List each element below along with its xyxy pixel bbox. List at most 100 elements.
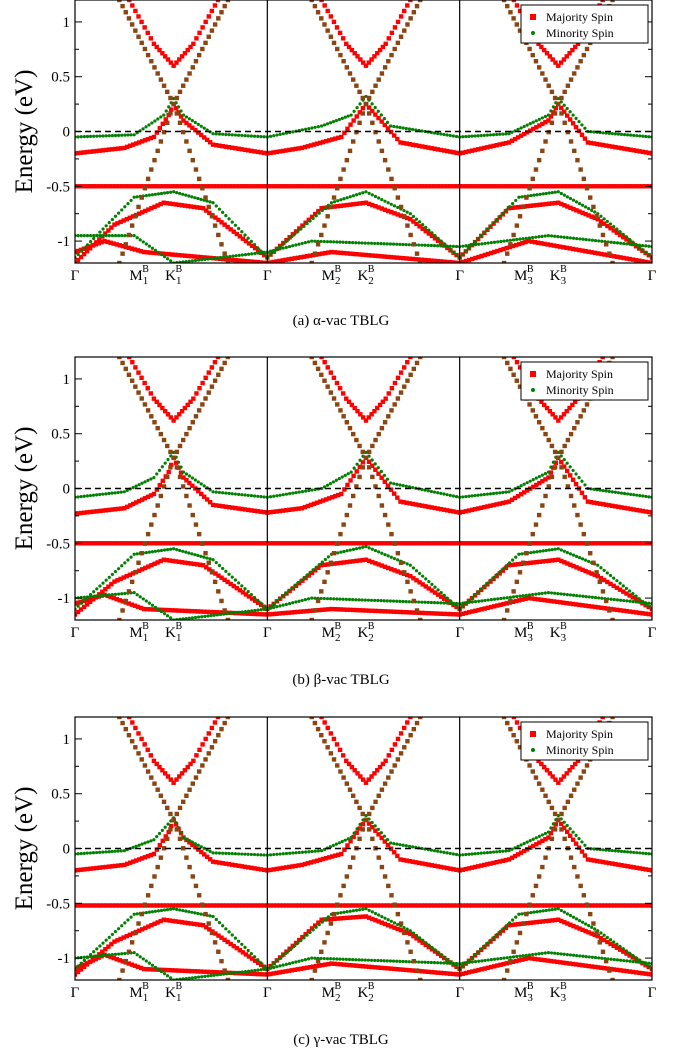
band-point xyxy=(136,731,141,736)
band-point xyxy=(454,253,459,257)
band-point xyxy=(217,541,223,546)
band-point xyxy=(242,507,248,512)
band-point xyxy=(360,106,366,111)
band-point xyxy=(107,575,111,579)
band-point xyxy=(308,860,314,865)
band-point xyxy=(586,249,591,254)
band-point xyxy=(193,59,199,64)
band-point xyxy=(559,465,564,470)
band-point xyxy=(126,16,132,21)
band-point xyxy=(288,492,292,496)
band-point xyxy=(129,22,135,27)
band-point xyxy=(360,608,365,613)
band-point xyxy=(200,615,204,619)
band-point xyxy=(148,135,154,141)
band-point xyxy=(523,903,529,908)
band-point xyxy=(641,494,645,498)
band-point xyxy=(84,961,90,966)
band-point xyxy=(155,148,160,154)
band-point xyxy=(461,135,465,139)
band-point xyxy=(637,960,642,964)
band-point xyxy=(370,443,375,449)
band-point xyxy=(191,396,196,401)
band-point xyxy=(180,541,185,546)
band-point xyxy=(405,22,410,27)
band-point xyxy=(246,236,250,240)
band-point xyxy=(160,51,165,56)
band-point xyxy=(118,219,123,225)
band-point xyxy=(404,610,409,615)
band-point xyxy=(612,576,616,580)
band-point xyxy=(417,960,421,964)
band-point xyxy=(309,977,314,980)
band-point xyxy=(616,491,621,495)
band-point xyxy=(510,488,514,492)
band-point xyxy=(357,598,361,602)
band-point xyxy=(167,541,172,546)
band-point xyxy=(505,239,509,243)
band-point xyxy=(187,616,191,620)
band-point xyxy=(268,867,273,873)
band-point xyxy=(410,968,415,973)
band-point xyxy=(113,541,119,546)
band-point xyxy=(488,144,493,149)
band-point xyxy=(551,959,557,964)
band-point xyxy=(271,903,276,908)
band-point xyxy=(542,541,547,546)
band-point xyxy=(553,822,559,827)
band-point xyxy=(503,857,509,863)
band-point xyxy=(130,214,136,219)
band-point xyxy=(167,105,171,109)
band-point xyxy=(517,903,522,908)
band-point xyxy=(429,969,434,975)
band-point xyxy=(249,541,254,546)
band-point xyxy=(157,843,163,848)
band-point xyxy=(407,610,412,615)
band-point xyxy=(187,480,192,486)
x-tick-label: M1B xyxy=(129,264,149,287)
band-point xyxy=(485,851,490,855)
band-point xyxy=(504,564,508,568)
band-point xyxy=(511,541,516,546)
band-point xyxy=(485,862,490,867)
band-point xyxy=(79,595,83,600)
band-point xyxy=(274,959,279,963)
band-point xyxy=(476,851,480,856)
band-point xyxy=(268,249,273,253)
band-point xyxy=(105,953,110,959)
band-point xyxy=(548,184,554,189)
x-tick-label: Γ xyxy=(648,268,657,284)
band-point xyxy=(162,191,167,195)
band-point xyxy=(589,931,594,936)
band-point xyxy=(518,237,522,241)
band-point xyxy=(495,541,500,546)
band-point xyxy=(139,911,144,917)
band-point xyxy=(205,184,210,189)
band-point xyxy=(536,512,542,518)
band-point xyxy=(520,184,525,189)
band-point xyxy=(261,867,267,873)
band-point xyxy=(187,71,192,76)
band-point xyxy=(561,960,566,965)
band-point xyxy=(149,923,154,928)
band-point xyxy=(373,462,377,466)
band-point xyxy=(514,579,520,585)
band-point xyxy=(407,243,411,247)
band-point xyxy=(528,920,533,926)
band-point xyxy=(508,10,513,15)
band-point xyxy=(224,569,228,573)
band-point xyxy=(438,259,444,263)
band-point xyxy=(375,541,380,546)
band-point xyxy=(139,210,145,215)
band-point xyxy=(322,940,327,945)
band-point xyxy=(226,862,232,867)
band-point xyxy=(420,960,424,964)
band-point xyxy=(135,552,139,556)
band-point xyxy=(261,509,267,515)
band-point xyxy=(281,246,285,250)
band-point xyxy=(82,135,86,139)
band-point xyxy=(518,594,522,598)
band-point xyxy=(568,431,574,437)
band-point xyxy=(510,959,516,965)
band-point xyxy=(168,777,174,782)
